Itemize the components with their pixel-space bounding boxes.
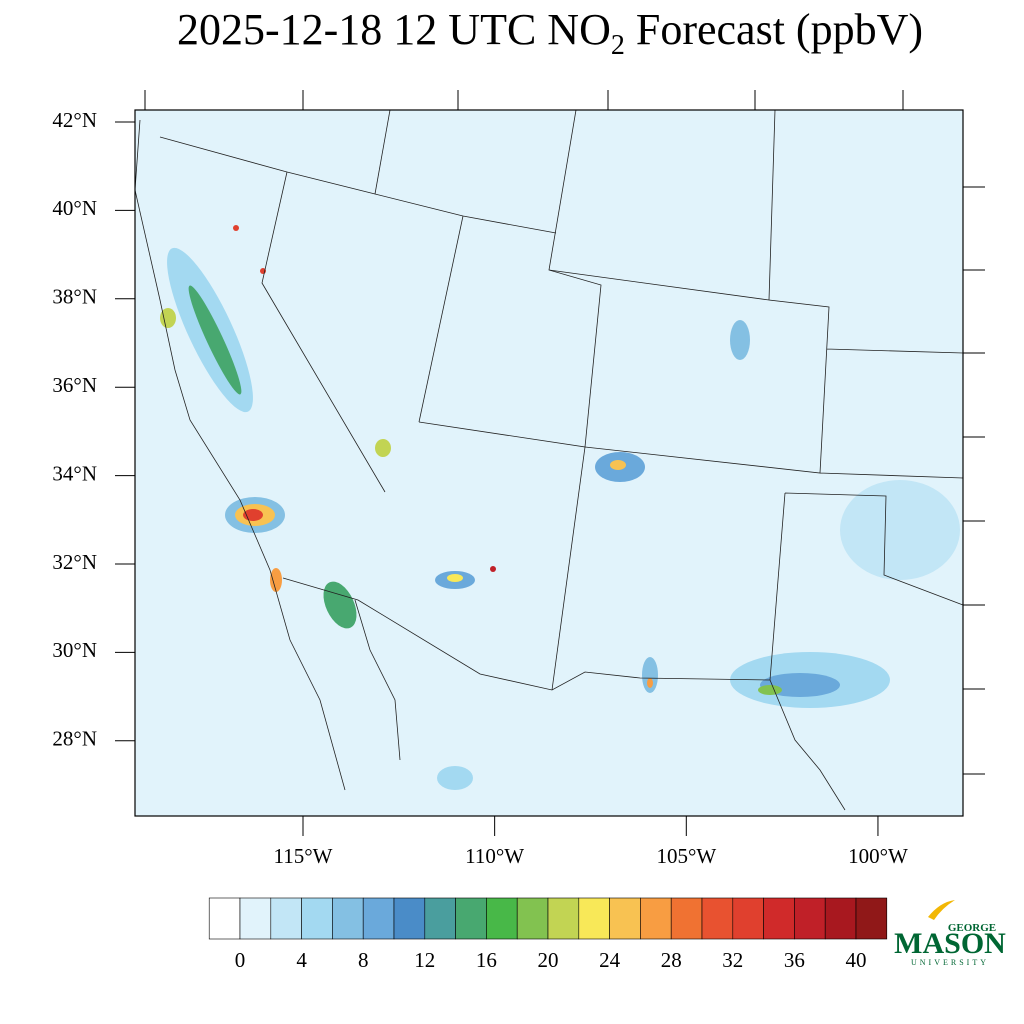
lon-tick-label: 100°W xyxy=(848,844,908,868)
colorbar-label: 40 xyxy=(846,948,867,972)
lat-tick-label: 34°N xyxy=(52,461,97,485)
boundaries xyxy=(134,109,964,811)
colorbar-box xyxy=(301,897,333,940)
lat-tick-label: 30°N xyxy=(52,638,97,662)
colorbar-box xyxy=(732,897,764,940)
logo-bottom: UNIVERSITY xyxy=(911,958,989,967)
colorbar-box xyxy=(208,897,241,940)
colorbar-box xyxy=(609,897,641,940)
logo-top: GEORGE xyxy=(948,922,996,934)
title-subscript: 2 xyxy=(611,30,625,61)
colorbar-label: 12 xyxy=(414,948,435,972)
lat-tick-label: 32°N xyxy=(52,550,97,574)
lon-tick-label: 110°W xyxy=(465,844,524,868)
lon-tick-label: 105°W xyxy=(656,844,716,868)
lat-tick-label: 28°N xyxy=(52,727,97,751)
colorbar-box xyxy=(332,897,364,940)
coastline xyxy=(354,599,401,761)
axis-ticks: 42°N 40°N 38°N 36°N 34°N 32°N 30°N 28°N 115°W 110… xyxy=(52,108,908,868)
state-line xyxy=(548,109,964,479)
colorbar-box xyxy=(701,897,734,940)
colorbar-box xyxy=(516,897,549,940)
lat-tick-label: 40°N xyxy=(52,196,97,220)
map: 42°N 40°N 38°N 36°N 34°N 32°N 30°N 28°N 115°W 110… xyxy=(52,90,985,868)
logo: GEORGE MASON UNIVERSITY xyxy=(894,900,1006,967)
border-line xyxy=(282,577,846,811)
lat-tick-label: 38°N xyxy=(52,285,97,309)
frame-ticks xyxy=(144,90,985,775)
colorbar-label: 32 xyxy=(722,948,743,972)
colorbar: 0 4 8 12 16 20 24 28 32 36 40 xyxy=(208,897,888,972)
colorbar-label: 0 xyxy=(235,948,246,972)
logo-leaf xyxy=(928,900,955,920)
colorbar-box xyxy=(239,897,272,940)
logo-main: MASON xyxy=(894,927,1006,960)
concentration-field xyxy=(160,225,960,790)
lat-tick-label: 36°N xyxy=(52,373,97,397)
colorbar-box xyxy=(763,897,795,940)
colorbar-box xyxy=(547,897,580,940)
colorbar-label: 28 xyxy=(661,948,682,972)
colorbar-label: 20 xyxy=(538,948,559,972)
colorbar-box xyxy=(486,897,518,940)
lat-tick-label: 42°N xyxy=(52,108,97,132)
state-line xyxy=(548,109,602,448)
title-main: 2025-12-18 12 UTC NO xyxy=(177,5,611,54)
colorbar-box xyxy=(794,897,826,940)
colorbar-box xyxy=(424,897,456,940)
colorbar-box xyxy=(393,897,426,940)
state-line xyxy=(261,171,386,493)
colorbar-box xyxy=(855,897,888,940)
colorbar-box xyxy=(670,897,703,940)
coastline xyxy=(134,119,346,791)
colorbar-box xyxy=(578,897,610,940)
colorbar-label: 36 xyxy=(784,948,805,972)
colorbar-label: 4 xyxy=(296,948,307,972)
state-line xyxy=(418,215,464,423)
state-line xyxy=(374,109,391,195)
colorbar-label: 8 xyxy=(358,948,369,972)
colorbar-box xyxy=(640,897,672,940)
colorbar-box xyxy=(824,897,857,940)
map-frame xyxy=(134,109,964,817)
colorbar-label: 24 xyxy=(599,948,621,972)
colorbar-box xyxy=(362,897,395,940)
title: 2025-12-18 12 UTC NO2 Forecast (ppbV) xyxy=(177,5,923,61)
title-rest: Forecast (ppbV) xyxy=(625,5,923,54)
map-background xyxy=(135,110,963,816)
colorbar-box xyxy=(270,897,302,940)
colorbar-box xyxy=(455,897,487,940)
lon-tick-label: 115°W xyxy=(274,844,333,868)
state-line xyxy=(418,421,964,691)
colorbar-label: 16 xyxy=(476,948,497,972)
